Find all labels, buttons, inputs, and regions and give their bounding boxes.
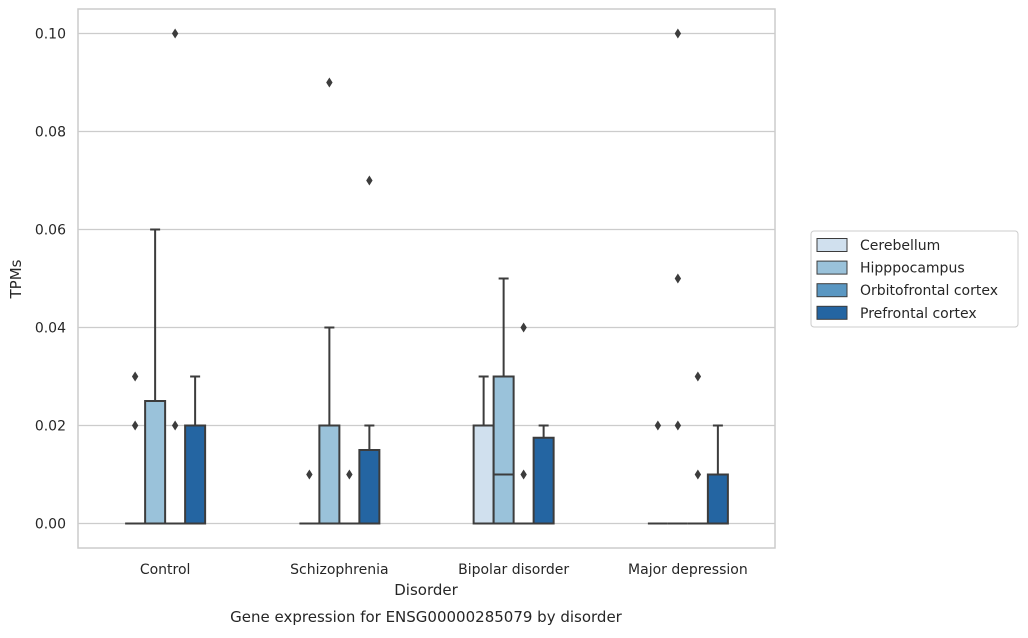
y-axis-label: TPMs	[7, 259, 25, 299]
box-prefrontal-cortex	[358, 175, 381, 525]
x-axis-label: Disorder	[394, 581, 458, 599]
box-rect	[184, 424, 207, 525]
box-hipppocampus	[144, 228, 167, 525]
y-tick-label: 0.10	[35, 27, 66, 43]
x-tick-label: Control	[140, 562, 191, 578]
box-rect	[532, 436, 555, 525]
y-tick-label: 0.08	[35, 125, 66, 141]
box-plot-marks	[125, 28, 729, 525]
legend-label: Prefrontal cortex	[860, 306, 977, 322]
chart-caption: Gene expression for ENSG00000285079 by d…	[230, 608, 623, 626]
box-orbitofrontal-cortex	[165, 28, 186, 525]
box-hipppocampus	[492, 277, 515, 525]
outlier-point	[654, 420, 662, 431]
box-rect	[358, 449, 381, 525]
outlier-point	[346, 469, 353, 480]
y-tick-label: 0.06	[35, 223, 66, 239]
x-tick-labels: Control Schizophrenia Bipolar disorder Majo…	[140, 562, 748, 578]
box-rect	[144, 400, 167, 525]
legend-frame	[810, 230, 1019, 328]
box-cerebellum	[647, 420, 668, 525]
legend-swatch	[816, 238, 848, 252]
y-tick-label: 0.02	[35, 419, 66, 435]
x-tick-label: Bipolar disorder	[458, 562, 569, 578]
box-prefrontal-cortex	[532, 424, 555, 525]
box-cerebellum	[299, 469, 320, 525]
box-rect	[492, 375, 515, 525]
box-hipppocampus	[667, 28, 688, 525]
outlier-point	[131, 420, 139, 431]
outlier-point	[171, 420, 179, 431]
outlier-point	[674, 28, 682, 39]
outlier-point	[306, 469, 313, 480]
legend-label: Orbitofrontal cortex	[860, 283, 998, 299]
legend: Cerebellum Hipppocampus Orbitofrontal cort…	[810, 230, 1019, 328]
grid-lines	[78, 32, 775, 525]
outlier-point	[520, 322, 527, 333]
box-rect	[472, 424, 495, 525]
y-tick-label: 0.00	[35, 517, 66, 533]
box-orbitofrontal-cortex	[687, 371, 708, 525]
box-cerebellum	[472, 375, 495, 525]
x-tick-label: Schizophrenia	[290, 562, 388, 578]
legend-swatch	[816, 260, 848, 275]
legend-label: Cerebellum	[860, 238, 940, 254]
outlier-point	[674, 273, 682, 284]
outlier-point	[171, 28, 179, 39]
box-orbitofrontal-cortex	[513, 322, 534, 525]
box-prefrontal-cortex	[706, 424, 729, 525]
legend-swatch	[816, 283, 848, 298]
plot-frame	[77, 8, 776, 549]
box-prefrontal-cortex	[184, 375, 207, 525]
y-tick-labels: 0.00 0.02 0.04 0.06 0.08 0.10	[35, 27, 66, 533]
outlier-point	[326, 77, 333, 88]
legend-swatch	[816, 305, 848, 320]
outlier-point	[694, 469, 702, 480]
outlier-point	[520, 469, 527, 480]
outlier-point	[674, 420, 682, 431]
box-hipppocampus	[318, 77, 341, 525]
x-tick-label: Major depression	[628, 562, 748, 578]
box-rect	[318, 424, 341, 525]
outlier-point	[366, 175, 373, 186]
box-orbitofrontal-cortex	[339, 469, 360, 525]
legend-label: Hipppocampus	[860, 261, 965, 277]
box-rect	[706, 473, 729, 525]
outlier-point	[131, 371, 139, 382]
y-tick-label: 0.04	[35, 321, 66, 337]
outlier-point	[694, 371, 702, 382]
